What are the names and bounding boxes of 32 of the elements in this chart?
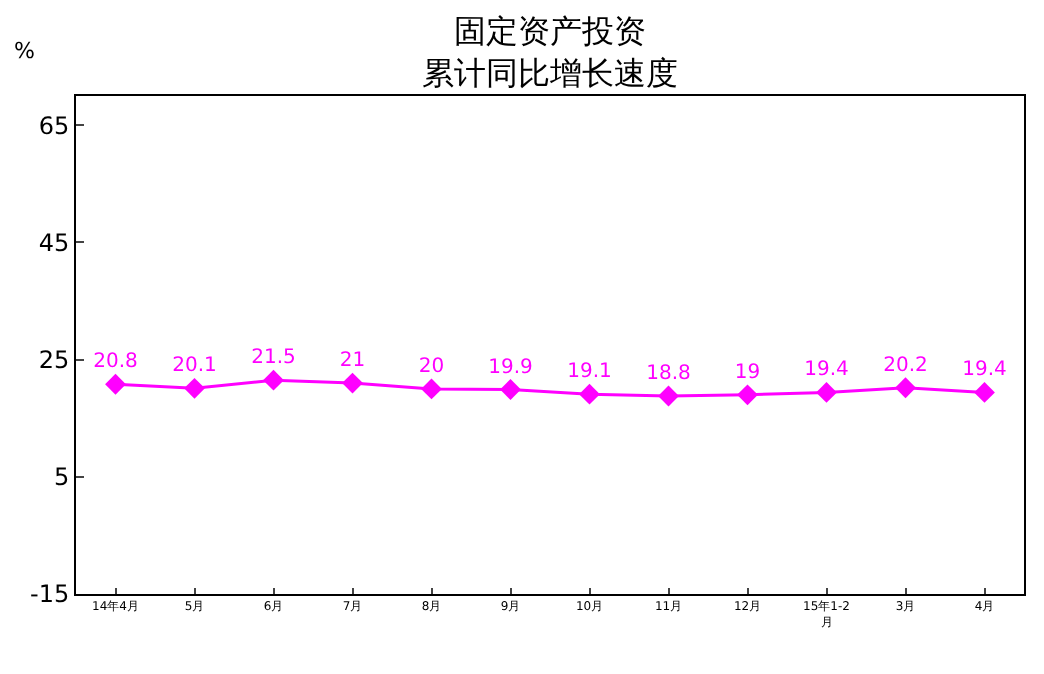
data-label: 20.2 — [883, 354, 928, 377]
point — [421, 378, 442, 400]
point — [500, 379, 521, 400]
data-label: 19 — [734, 361, 761, 384]
data-label: 19.4 — [962, 359, 1007, 382]
data-label: 21 — [339, 350, 366, 373]
data-label: 20 — [418, 355, 445, 378]
point — [579, 383, 600, 405]
data-label: 20.8 — [93, 351, 138, 374]
y-axis-title: % — [14, 38, 35, 64]
chart-subtitle: 累计同比增长速度 — [422, 54, 678, 92]
point — [342, 372, 363, 394]
point — [816, 382, 837, 403]
chart-title: 固定资产投资 — [454, 12, 646, 50]
point — [658, 385, 679, 407]
data-label: 19.4 — [804, 359, 849, 382]
point — [737, 384, 758, 406]
data-label: 19.9 — [488, 356, 533, 379]
y-tick-label: 25 — [38, 346, 70, 375]
data-label: 21.5 — [251, 347, 296, 370]
point — [263, 369, 284, 391]
y-tick-label: 65 — [38, 111, 70, 140]
y-tick-label: 45 — [38, 228, 70, 257]
point — [974, 382, 995, 403]
data-label: 20.1 — [172, 355, 217, 378]
point — [184, 377, 205, 399]
y-tick-label: 5 — [53, 463, 70, 492]
y-tick-label: -15 — [29, 580, 70, 609]
data-label: 19.1 — [567, 361, 612, 384]
data-label: 18.8 — [646, 362, 691, 385]
point — [105, 373, 126, 395]
point — [895, 377, 916, 399]
